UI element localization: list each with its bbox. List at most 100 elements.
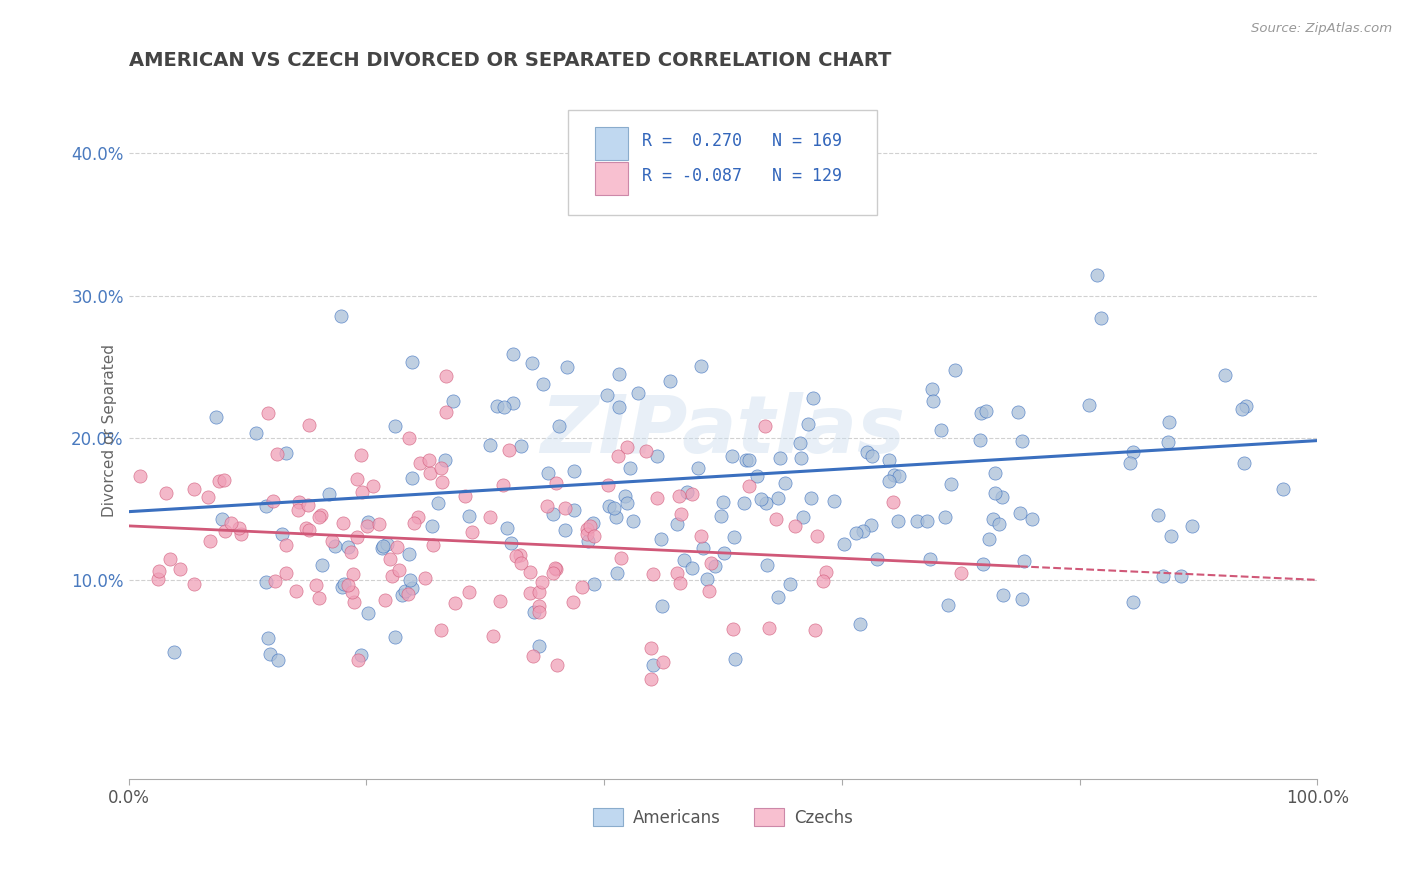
- Point: [721, 622, 744, 636]
- Point: [676, 484, 699, 499]
- Point: [245, 426, 267, 441]
- Point: [148, 564, 170, 578]
- Point: [738, 453, 761, 467]
- Point: [554, 523, 576, 537]
- Point: [983, 486, 1005, 500]
- Point: [852, 524, 875, 539]
- Text: AMERICAN VS CZECH DIVORCED OR SEPARATED CORRELATION CHART: AMERICAN VS CZECH DIVORCED OR SEPARATED …: [128, 51, 891, 70]
- Point: [970, 406, 993, 420]
- Point: [583, 529, 606, 543]
- Point: [378, 551, 401, 566]
- Point: [427, 496, 450, 510]
- Point: [183, 482, 205, 496]
- Point: [221, 516, 243, 530]
- Point: [368, 517, 391, 532]
- Point: [333, 576, 356, 591]
- Point: [413, 571, 436, 585]
- Point: [509, 548, 531, 562]
- Point: [915, 514, 938, 528]
- Point: [346, 530, 368, 544]
- Point: [287, 503, 309, 517]
- Point: [859, 517, 882, 532]
- Point: [815, 566, 838, 580]
- Point: [505, 549, 527, 563]
- Point: [640, 640, 662, 655]
- Point: [979, 532, 1001, 546]
- Point: [936, 598, 959, 612]
- Point: [733, 495, 755, 509]
- Point: [756, 558, 779, 572]
- Point: [666, 516, 689, 531]
- Point: [713, 546, 735, 560]
- Legend: Americans, Czechs: Americans, Czechs: [586, 802, 859, 833]
- Point: [1234, 400, 1257, 414]
- Point: [391, 588, 413, 602]
- Point: [749, 492, 772, 507]
- Point: [1122, 595, 1144, 609]
- Point: [375, 537, 398, 551]
- Point: [276, 446, 298, 460]
- Point: [779, 576, 801, 591]
- Point: [969, 434, 991, 448]
- Point: [197, 490, 219, 504]
- FancyBboxPatch shape: [595, 127, 628, 161]
- Point: [929, 423, 952, 437]
- Point: [419, 467, 441, 481]
- Point: [582, 516, 605, 531]
- Point: [616, 496, 638, 510]
- Point: [555, 359, 578, 374]
- Text: R =  0.270   N = 169: R = 0.270 N = 169: [643, 132, 842, 150]
- Point: [381, 569, 404, 583]
- Point: [305, 578, 328, 592]
- Point: [561, 594, 583, 608]
- Point: [254, 499, 277, 513]
- Point: [1012, 554, 1035, 568]
- Point: [323, 539, 346, 553]
- Point: [1087, 268, 1109, 282]
- Point: [274, 538, 297, 552]
- Point: [499, 535, 522, 549]
- Point: [259, 647, 281, 661]
- Point: [1008, 506, 1031, 520]
- Point: [934, 510, 956, 524]
- Point: [384, 631, 406, 645]
- Point: [457, 585, 479, 599]
- Point: [288, 495, 311, 509]
- Point: [614, 489, 637, 503]
- Point: [696, 572, 718, 586]
- Point: [276, 566, 298, 580]
- Point: [346, 653, 368, 667]
- Point: [373, 539, 395, 553]
- Point: [519, 586, 541, 600]
- Point: [486, 400, 509, 414]
- Point: [1160, 529, 1182, 543]
- Point: [672, 553, 695, 567]
- Point: [1152, 568, 1174, 582]
- Point: [789, 450, 811, 465]
- Point: [214, 524, 236, 539]
- Point: [921, 382, 943, 396]
- Point: [692, 541, 714, 555]
- Point: [723, 530, 745, 544]
- Point: [169, 561, 191, 575]
- Point: [527, 585, 550, 599]
- Point: [768, 590, 790, 604]
- Point: [1011, 591, 1033, 606]
- Point: [651, 599, 673, 613]
- Point: [398, 431, 420, 445]
- Point: [510, 557, 533, 571]
- Point: [889, 468, 911, 483]
- Point: [401, 581, 423, 595]
- Point: [398, 573, 420, 587]
- Point: [308, 509, 330, 524]
- Point: [520, 356, 543, 370]
- Point: [882, 494, 904, 508]
- Point: [866, 552, 889, 566]
- Point: [546, 562, 568, 576]
- Point: [783, 519, 806, 533]
- Point: [346, 472, 368, 486]
- Point: [488, 594, 510, 608]
- Point: [690, 359, 713, 373]
- Point: [311, 508, 333, 522]
- Point: [530, 574, 553, 589]
